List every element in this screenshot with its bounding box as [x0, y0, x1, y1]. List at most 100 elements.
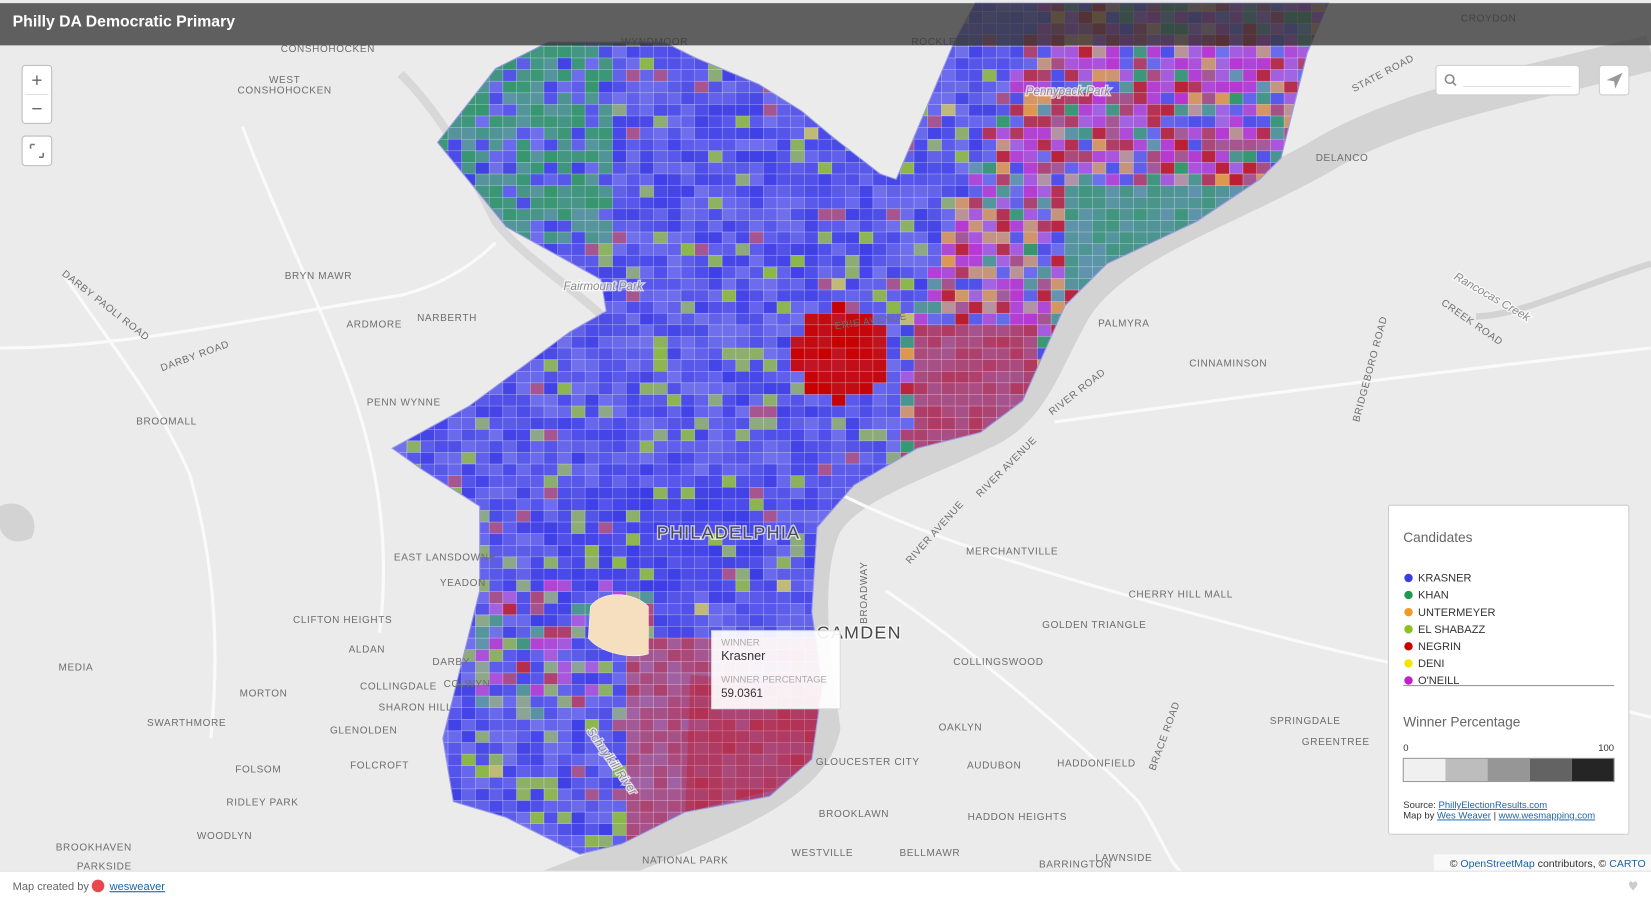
precinct: [1146, 208, 1162, 221]
precinct: [982, 138, 997, 152]
precinct: [996, 92, 1011, 105]
precinct: [1242, 57, 1257, 70]
precinct: [968, 138, 983, 152]
precinct: [708, 301, 723, 314]
precinct: [612, 150, 627, 163]
precinct: [530, 661, 545, 674]
precinct: [447, 730, 463, 743]
precinct: [927, 162, 942, 175]
precinct: [763, 150, 778, 163]
precinct: [954, 127, 970, 140]
precinct: [1091, 127, 1107, 140]
precinct: [913, 231, 929, 244]
precinct: [1009, 173, 1024, 186]
precinct: [996, 289, 1011, 302]
precinct: [516, 591, 531, 604]
precinct: [1133, 46, 1148, 59]
precinct: [502, 475, 517, 488]
precinct: [502, 579, 517, 592]
precinct: [1146, 185, 1162, 198]
precinct: [708, 370, 723, 384]
precinct: [1105, 231, 1120, 244]
precinct: [817, 405, 833, 418]
precinct: [530, 777, 545, 790]
precinct: [516, 220, 531, 233]
precinct: [804, 185, 819, 198]
precinct: [694, 208, 709, 221]
precinct: [653, 777, 668, 790]
precinct: [735, 127, 750, 140]
precinct: [639, 556, 654, 569]
precinct: [1037, 150, 1052, 163]
precinct: [982, 57, 997, 70]
precinct: [516, 579, 531, 592]
precinct: [790, 487, 805, 500]
precinct: [516, 649, 531, 662]
precinct: [667, 150, 682, 163]
precinct: [584, 707, 600, 720]
precinct: [625, 220, 641, 233]
precinct: [530, 92, 545, 105]
precinct: [831, 301, 846, 314]
precinct: [1174, 196, 1189, 210]
precinct: [900, 382, 915, 395]
precinct: [1009, 220, 1024, 233]
precinct: [721, 254, 737, 268]
precinct: [708, 498, 723, 511]
precinct: [639, 312, 654, 326]
precinct: [968, 324, 983, 337]
precinct: [653, 80, 668, 94]
precinct: [913, 162, 929, 175]
precinct: [913, 370, 929, 384]
precinct: [584, 753, 600, 766]
precinct: [1023, 243, 1038, 256]
precinct: [639, 324, 654, 337]
precinct: [858, 429, 874, 442]
precinct: [584, 463, 600, 476]
precinct: [763, 394, 778, 407]
precinct: [557, 614, 572, 627]
precinct: [530, 196, 545, 210]
precinct: [790, 545, 805, 558]
precinct: [845, 359, 860, 372]
precinct: [694, 92, 709, 105]
precinct: [1242, 92, 1257, 105]
precinct: [708, 336, 723, 349]
precinct: [598, 521, 613, 534]
precinct: [763, 104, 778, 117]
precinct: [913, 312, 929, 326]
precinct: [502, 684, 517, 697]
precinct: [598, 405, 613, 418]
precinct: [1242, 69, 1257, 82]
precinct: [708, 556, 723, 569]
precinct: [817, 429, 833, 442]
precinct: [1009, 69, 1024, 82]
precinct: [1064, 127, 1079, 140]
precinct: [598, 707, 613, 720]
precinct: [1174, 104, 1189, 117]
precinct: [667, 742, 682, 755]
precinct: [694, 347, 709, 360]
precinct: [954, 289, 970, 302]
precinct: [502, 661, 517, 674]
precinct: [790, 115, 805, 128]
precinct: [667, 173, 682, 186]
precinct: [694, 614, 709, 627]
precinct: [639, 684, 654, 697]
precinct: [749, 138, 764, 152]
precinct: [557, 92, 572, 105]
precinct: [735, 603, 750, 616]
precinct: [530, 463, 545, 476]
precinct: [502, 800, 517, 813]
precinct: [1133, 150, 1148, 163]
precinct: [543, 649, 558, 662]
precinct: [817, 487, 833, 500]
precinct: [1064, 243, 1079, 256]
precinct: [694, 243, 709, 256]
precinct: [557, 661, 572, 674]
precinct: [1105, 104, 1120, 117]
precinct: [845, 405, 860, 418]
precinct: [612, 46, 627, 59]
precinct: [516, 614, 531, 627]
precinct: [475, 777, 490, 790]
